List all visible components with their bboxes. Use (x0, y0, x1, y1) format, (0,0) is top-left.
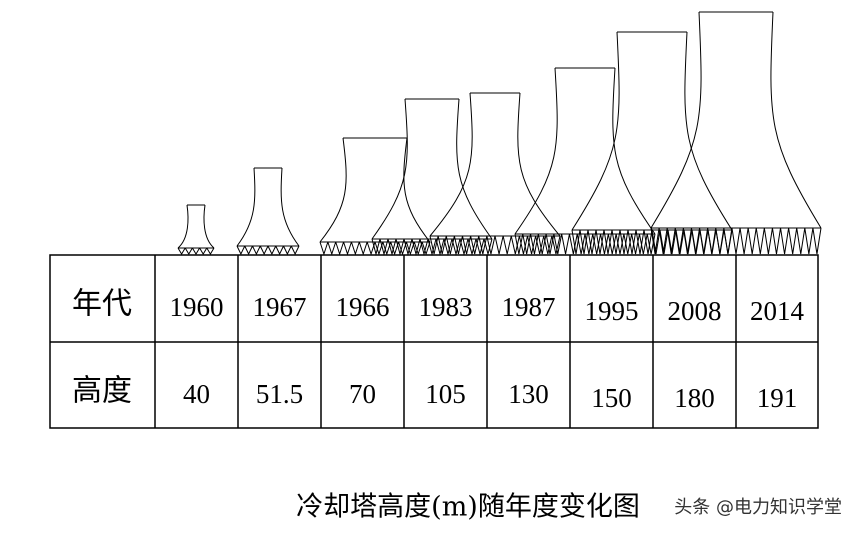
tower-side (177, 204, 189, 249)
table-cells: 1960 1967 1966 1983 1987 1995 2008 2014 40 51.5 70… (170, 292, 805, 413)
tower-lattice (236, 245, 300, 256)
table-cell: 1987 (502, 292, 556, 322)
cooling-towers (177, 11, 822, 256)
table-cell: 1983 (419, 292, 473, 322)
row-header: 高度 (72, 374, 132, 409)
table-cell: 150 (591, 383, 632, 413)
tower-side (650, 11, 702, 229)
tower-side (684, 31, 733, 231)
tower-lattice (371, 238, 493, 256)
tower-side (403, 137, 431, 243)
table-cell: 2014 (750, 296, 805, 326)
tower-side (236, 167, 256, 247)
table-cell: 1967 (253, 292, 307, 322)
table-cell: 180 (674, 383, 715, 413)
tower-side (203, 204, 215, 249)
tower-side (429, 92, 473, 237)
table-cell: 1966 (336, 292, 390, 322)
table-cell: 51.5 (256, 379, 303, 409)
tower-lattice (177, 247, 215, 255)
tower-side (612, 67, 656, 235)
table-cell: 40 (183, 379, 210, 409)
tower-side (571, 31, 620, 231)
tower-side (517, 92, 561, 237)
table-cell: 105 (425, 379, 466, 409)
table-cell: 130 (508, 379, 549, 409)
column-dividers (154, 255, 737, 428)
table-cell: 2008 (668, 296, 722, 326)
watermark: 头条 @电力知识学堂 (674, 497, 842, 518)
row-header: 年代 (72, 287, 132, 322)
tower-lattice (319, 241, 431, 256)
tower-side (770, 11, 822, 229)
tower-lattice (650, 227, 822, 255)
table-cell: 1960 (170, 292, 224, 322)
table-cell: 70 (349, 379, 376, 409)
tower-side (319, 137, 347, 243)
tower-lattice (429, 235, 561, 255)
tower-lattice (514, 233, 656, 255)
tower-side (456, 98, 493, 240)
caption: 冷却塔高度(m)随年度变化图 (296, 492, 640, 523)
table-cell: 1995 (585, 296, 639, 326)
table-cell: 191 (757, 383, 798, 413)
tower-side (514, 67, 558, 235)
tower-side (371, 98, 408, 240)
tower-side (280, 167, 300, 247)
